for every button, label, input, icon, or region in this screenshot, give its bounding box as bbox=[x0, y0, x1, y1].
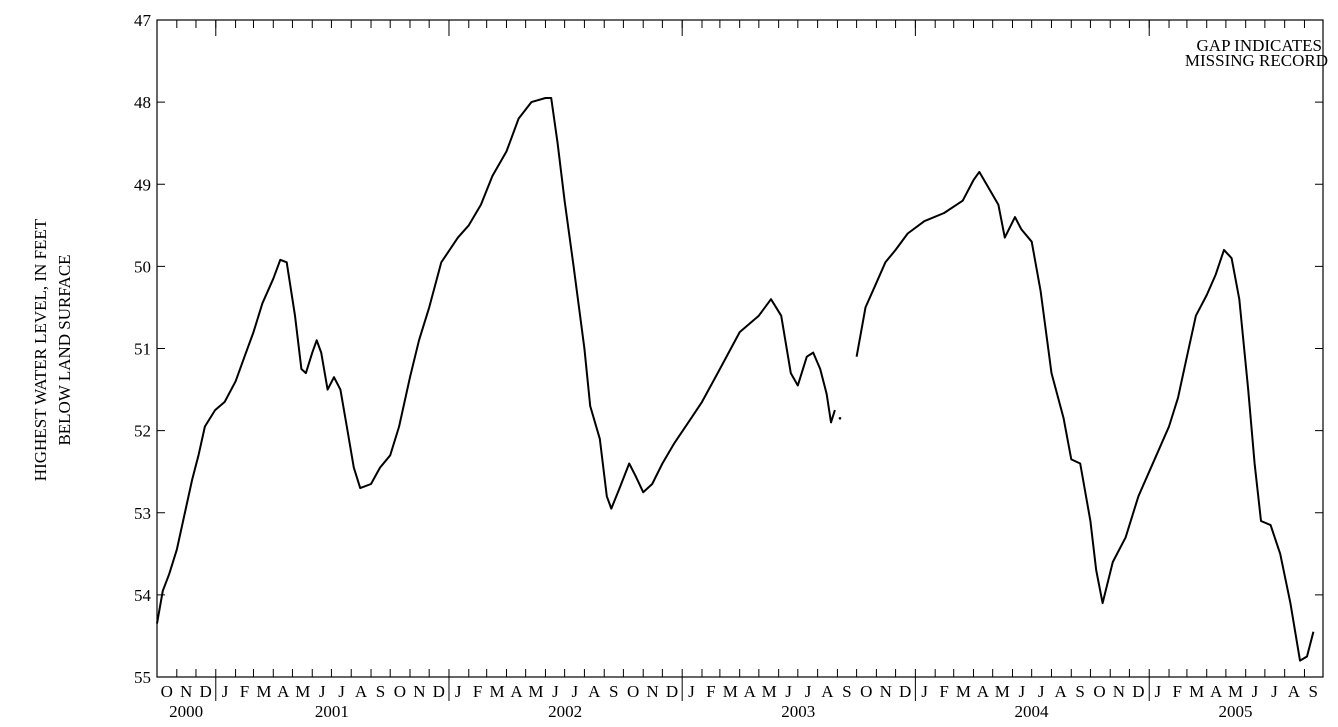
x-month-label: J bbox=[688, 682, 695, 701]
y-tick-label: 47 bbox=[134, 11, 152, 30]
x-month-label: J bbox=[338, 682, 345, 701]
y-tick-label: 53 bbox=[134, 504, 151, 523]
x-month-label: J bbox=[222, 682, 229, 701]
x-month-label: J bbox=[805, 682, 812, 701]
y-axis-label-line-1: HIGHEST WATER LEVEL, IN FEET bbox=[31, 218, 50, 481]
x-month-label: F bbox=[1173, 682, 1182, 701]
x-year-label: 2005 bbox=[1219, 702, 1253, 721]
y-tick-label: 55 bbox=[134, 668, 151, 687]
x-month-label: N bbox=[413, 682, 425, 701]
x-month-label: D bbox=[433, 682, 445, 701]
x-year-label: 2000 bbox=[169, 702, 203, 721]
x-month-label: J bbox=[785, 682, 792, 701]
x-month-label: J bbox=[552, 682, 559, 701]
x-month-label: N bbox=[1113, 682, 1125, 701]
y-axis-label: HIGHEST WATER LEVEL, IN FEET BELOW LAND … bbox=[31, 218, 74, 481]
y-tick-label: 50 bbox=[134, 257, 151, 276]
x-month-label: A bbox=[821, 682, 834, 701]
series-layer bbox=[156, 97, 1315, 662]
x-month-label: M bbox=[490, 682, 505, 701]
x-month-label: S bbox=[1075, 682, 1084, 701]
x-month-label: O bbox=[627, 682, 639, 701]
x-month-label: A bbox=[355, 682, 368, 701]
plot-frame bbox=[156, 19, 1324, 678]
x-month-label: A bbox=[977, 682, 990, 701]
x-month-label: J bbox=[1018, 682, 1025, 701]
x-month-label: S bbox=[842, 682, 851, 701]
x-month-label: F bbox=[473, 682, 482, 701]
series-segment bbox=[855, 170, 1315, 662]
x-month-label: S bbox=[609, 682, 618, 701]
x-month-label: M bbox=[295, 682, 310, 701]
series-point bbox=[838, 417, 842, 420]
x-year-label: 2004 bbox=[1015, 702, 1050, 721]
x-month-label: J bbox=[921, 682, 928, 701]
x-month-label: F bbox=[939, 682, 948, 701]
y-tick-label: 48 bbox=[134, 93, 151, 112]
x-month-label: N bbox=[880, 682, 892, 701]
y-tick-label: 49 bbox=[134, 175, 151, 194]
x-month-label: M bbox=[1189, 682, 1204, 701]
x-month-label: N bbox=[646, 682, 658, 701]
x-month-label: A bbox=[510, 682, 523, 701]
x-month-label: A bbox=[277, 682, 290, 701]
y-axis-label-line-2: BELOW LAND SURFACE bbox=[55, 254, 74, 445]
y-tick-label: 52 bbox=[134, 422, 151, 441]
x-year-label: 2002 bbox=[548, 702, 582, 721]
series-segment bbox=[156, 97, 836, 624]
x-month-label: S bbox=[376, 682, 385, 701]
x-month-label: S bbox=[1309, 682, 1318, 701]
x-month-label: M bbox=[723, 682, 738, 701]
x-month-label: D bbox=[199, 682, 211, 701]
x-month-label: A bbox=[1288, 682, 1301, 701]
x-month-label: J bbox=[1038, 682, 1045, 701]
y-tick-label: 54 bbox=[134, 586, 152, 605]
x-month-label: J bbox=[572, 682, 579, 701]
x-month-label: J bbox=[1252, 682, 1259, 701]
x-month-label: O bbox=[860, 682, 872, 701]
x-month-label: A bbox=[744, 682, 757, 701]
x-month-label: J bbox=[455, 682, 462, 701]
annotation-line-1: GAP INDICATES bbox=[1197, 36, 1322, 55]
x-month-label: A bbox=[588, 682, 601, 701]
x-month-label: D bbox=[666, 682, 678, 701]
x-month-label: A bbox=[1210, 682, 1223, 701]
x-month-label: D bbox=[899, 682, 911, 701]
x-month-label: M bbox=[956, 682, 971, 701]
y-tick-label: 51 bbox=[134, 340, 151, 359]
x-month-label: M bbox=[762, 682, 777, 701]
plot-border bbox=[156, 19, 1324, 678]
x-month-label: J bbox=[1271, 682, 1278, 701]
x-month-label: F bbox=[706, 682, 715, 701]
x-month-label: A bbox=[1055, 682, 1068, 701]
x-month-label: D bbox=[1132, 682, 1144, 701]
x-month-label: N bbox=[180, 682, 192, 701]
x-month-label: F bbox=[240, 682, 249, 701]
x-month-label: M bbox=[528, 682, 543, 701]
gap-annotation: GAP INDICATES MISSING RECORD bbox=[1185, 36, 1328, 70]
x-month-label: J bbox=[319, 682, 326, 701]
x-month-label: O bbox=[1093, 682, 1105, 701]
y-axis-ticks: 47 48 49 50 51 52 53 54 55 bbox=[134, 11, 1323, 687]
x-year-label: 2001 bbox=[315, 702, 349, 721]
x-year-label: 2003 bbox=[781, 702, 815, 721]
x-month-label: M bbox=[256, 682, 271, 701]
x-month-label: J bbox=[1155, 682, 1162, 701]
x-month-label: M bbox=[1228, 682, 1243, 701]
x-month-label: O bbox=[161, 682, 173, 701]
annotation-line-2: MISSING RECORD bbox=[1185, 51, 1328, 70]
series-line bbox=[156, 97, 1315, 662]
x-month-label: M bbox=[995, 682, 1010, 701]
x-month-label: O bbox=[394, 682, 406, 701]
